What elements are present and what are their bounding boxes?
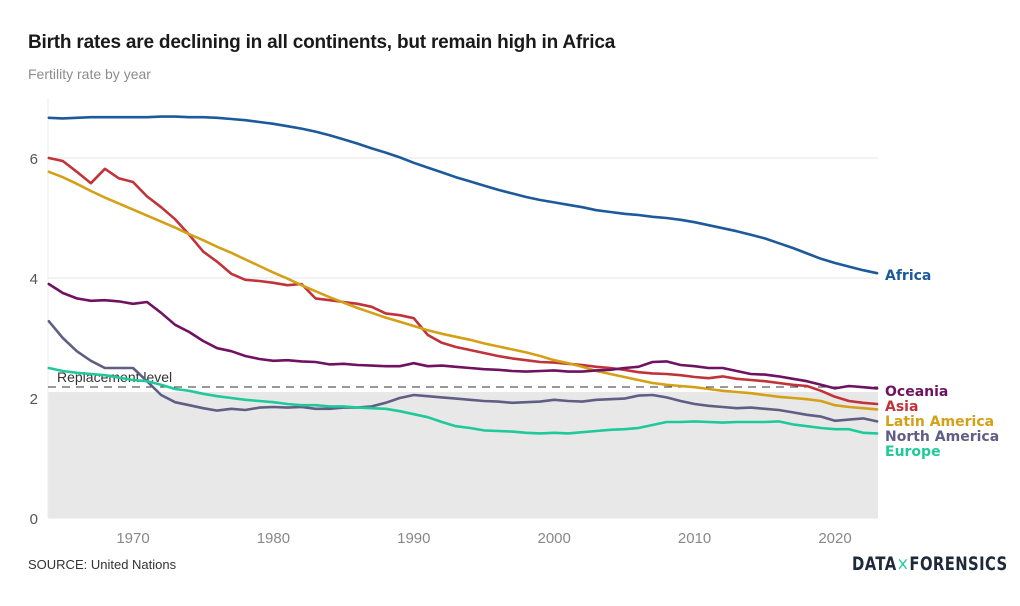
x-tick-label: 1990 xyxy=(397,530,430,547)
logo-x-mark: × xyxy=(896,553,910,575)
x-tick-label: 2010 xyxy=(678,530,711,547)
series-label-europe: Europe xyxy=(885,444,941,460)
series-label-oceania: Oceania xyxy=(885,384,948,400)
series-line-europe xyxy=(47,366,879,435)
x-tick-label: 1970 xyxy=(116,530,149,547)
x-tick-label: 2020 xyxy=(818,530,851,547)
series-line-latin-america xyxy=(47,170,879,411)
series-line-oceania xyxy=(47,282,879,390)
x-tick-label: 1980 xyxy=(257,530,290,547)
y-tick-label: 2 xyxy=(30,391,38,408)
chart-subtitle: Fertility rate by year xyxy=(28,66,151,82)
chart-title: Birth rates are declining in all contine… xyxy=(28,32,616,53)
x-tick-label: 2000 xyxy=(538,530,571,547)
series-label-latin-america: Latin America xyxy=(885,414,994,430)
below-replacement-shading xyxy=(48,392,878,518)
y-tick-label: 4 xyxy=(30,271,38,288)
series-label-asia: Asia xyxy=(885,399,918,415)
y-tick-label: 0 xyxy=(30,511,38,528)
series-label-north-america: North America xyxy=(885,429,999,445)
series-line-north-america xyxy=(47,319,879,423)
series-label-africa: Africa xyxy=(885,268,931,284)
y-tick-label: 6 xyxy=(30,151,38,168)
data-forensics-logo: DATA×FORENSICS xyxy=(852,553,1008,575)
source-note: SOURCE: United Nations xyxy=(28,557,177,572)
series-line-africa xyxy=(47,115,879,275)
